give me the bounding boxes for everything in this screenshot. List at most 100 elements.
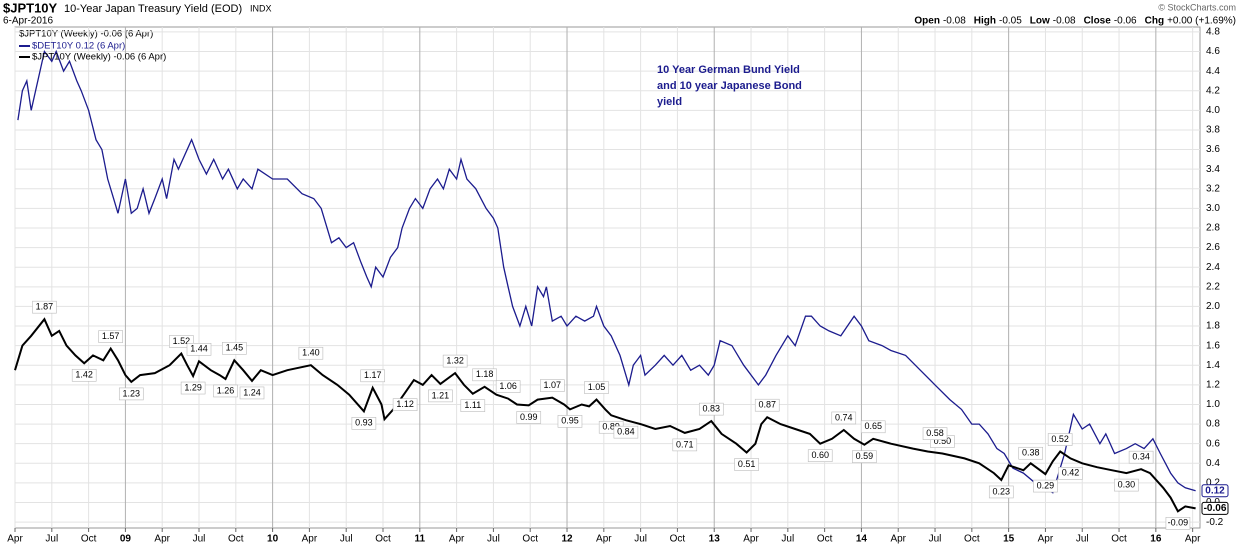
point-label-box — [860, 420, 886, 434]
x-tick-label: Oct — [81, 534, 97, 545]
y-tick-label: 2.6 — [1206, 242, 1220, 253]
x-tick-label: Jul — [487, 534, 500, 545]
quote: Open -0.08 High -0.05 Low -0.08 Close -0.06 Chg +… — [914, 16, 1236, 27]
chart-title: 10-Year Japan Treasury Yield (EOD) — [64, 3, 242, 15]
point-label-box — [213, 384, 238, 398]
y-tick-label: 3.6 — [1206, 144, 1220, 155]
point-label-box — [539, 379, 565, 392]
x-tick-label: 09 — [120, 534, 132, 545]
last-value-tag — [1201, 501, 1229, 515]
x-tick-label: Jul — [781, 534, 794, 545]
point-label: 1.87 — [36, 302, 54, 312]
point-label-box — [1058, 467, 1083, 480]
y-tick-label: 0.2 — [1206, 478, 1220, 489]
x-tick-label: Jul — [1076, 534, 1089, 545]
y-tick-label: 4.6 — [1206, 46, 1220, 57]
point-label: 0.95 — [561, 416, 579, 426]
x-tick-label: Oct — [1111, 534, 1127, 545]
point-label: 0.84 — [617, 427, 635, 437]
point-label-box — [1018, 446, 1044, 460]
y-tick-label: 3.0 — [1206, 203, 1220, 214]
point-label-box — [472, 368, 497, 382]
y-tick-label: 1.6 — [1206, 340, 1220, 351]
x-tick-label: 11 — [415, 534, 426, 545]
x-tick-label: Oct — [964, 534, 980, 545]
point-label: 1.40 — [302, 348, 320, 358]
date: 6-Apr-2016 — [3, 16, 53, 27]
point-label: 1.26 — [217, 385, 235, 395]
point-label: 1.05 — [588, 382, 606, 392]
point-label: 0.71 — [676, 439, 694, 449]
annotation: yield — [657, 96, 682, 108]
point-label-box — [98, 330, 123, 343]
point-label-box — [1165, 517, 1191, 530]
x-tick-label: Apr — [890, 534, 906, 545]
point-label-box — [71, 368, 97, 382]
x-tick-label: Apr — [1038, 534, 1054, 545]
x-tick-label: Apr — [596, 534, 612, 545]
x-tick-label: Oct — [522, 534, 538, 545]
x-tick-label: 12 — [561, 534, 573, 545]
y-tick-label: -0.2 — [1206, 517, 1224, 528]
point-label-box — [392, 398, 418, 412]
y-tick-label: 0.8 — [1206, 419, 1220, 430]
x-tick-label: 14 — [856, 534, 868, 545]
point-label-box — [351, 417, 377, 430]
y-tick-label: 1.8 — [1206, 321, 1220, 332]
point-label-box — [922, 427, 948, 440]
point-label: 0.93 — [355, 418, 373, 428]
point-label: 0.74 — [835, 412, 853, 422]
point-label-box — [360, 369, 386, 383]
point-label: 0.42 — [1062, 468, 1080, 478]
point-label-box — [516, 411, 542, 424]
point-label: 0.83 — [703, 404, 721, 414]
y-tick-label: 2.4 — [1206, 262, 1220, 273]
point-label: 0.30 — [1118, 479, 1136, 489]
point-label-box — [460, 399, 486, 412]
point-label-box — [298, 346, 324, 360]
point-label-box — [807, 449, 833, 462]
quote-label: Low — [1030, 16, 1050, 27]
point-label: 1.29 — [184, 382, 202, 392]
quote-value: -0.08 — [943, 16, 966, 27]
y-tick-label: 4.4 — [1206, 66, 1220, 77]
point-label: 1.44 — [190, 344, 208, 354]
last-value-tag — [1201, 484, 1229, 498]
point-label-box — [118, 387, 144, 401]
y-tick-label: 1.0 — [1206, 399, 1220, 410]
x-tick-label: Jul — [45, 534, 58, 545]
quote-label: Close — [1084, 16, 1112, 27]
credit: © StockCharts.com — [1158, 2, 1236, 12]
point-label-box — [1033, 479, 1058, 493]
point-label: 1.32 — [446, 355, 464, 365]
y-tick-label: 2.2 — [1206, 281, 1220, 292]
x-tick-label: Apr — [154, 534, 170, 545]
point-label-box — [852, 450, 877, 463]
point-label-box — [1114, 478, 1139, 492]
point-label-box — [222, 342, 247, 355]
point-label: 0.50 — [934, 436, 952, 446]
main-label: $JPT10Y (Weekly) -0.06 (6 Apr) — [19, 29, 153, 40]
quote-label: Open — [914, 16, 940, 27]
point-label: 0.99 — [520, 412, 538, 422]
point-label: 0.89 — [602, 422, 620, 432]
x-tick-label: Apr — [7, 534, 23, 545]
point-label: 0.60 — [811, 450, 829, 460]
y-tick-label: 3.2 — [1206, 183, 1220, 194]
point-label-box — [428, 389, 453, 403]
point-label: 0.52 — [1051, 434, 1069, 444]
y-tick-label: 2.0 — [1206, 301, 1220, 312]
y-tick-label: 3.4 — [1206, 164, 1220, 175]
x-tick-label: Apr — [449, 534, 465, 545]
series-line — [14, 317, 1196, 513]
x-tick-label: Oct — [228, 534, 244, 545]
x-tick-label: Oct — [817, 534, 833, 545]
point-label: 1.42 — [75, 370, 93, 380]
point-label-box — [754, 398, 780, 412]
point-label-box — [239, 386, 265, 400]
quote-value: +0.00 (+1.69%) — [1167, 16, 1236, 27]
x-tick-label: 15 — [1003, 534, 1015, 545]
y-tick-label: 4.2 — [1206, 85, 1220, 96]
quote-value: -0.06 — [1114, 16, 1137, 27]
